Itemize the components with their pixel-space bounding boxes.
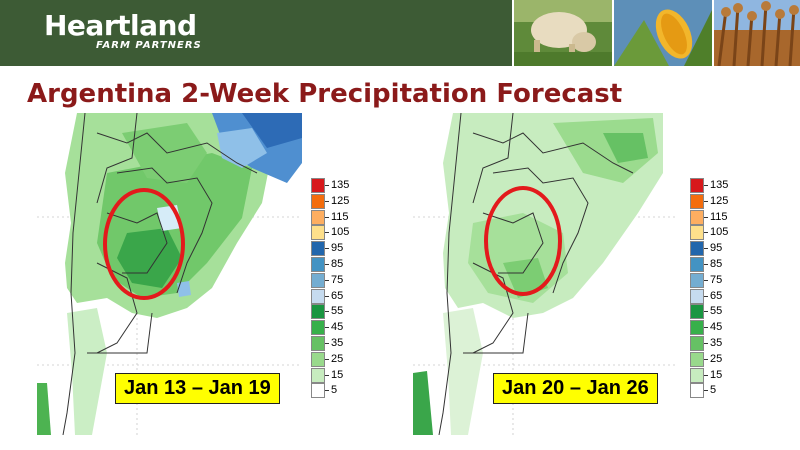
legend-swatch [690,178,704,193]
legend-label: 75 [331,273,344,286]
legend-tick [704,248,708,250]
legend-tick [704,185,708,186]
legend-swatch [311,288,325,304]
legend-tick [704,295,708,297]
legend-swatch [690,193,704,209]
legend-tick [704,232,708,234]
legend-tick [325,358,329,360]
legend-swatch [311,209,325,225]
precip-legend-week-2: 135 125 115 105 95 85 75 65 55 45 35 25 15 5 [690,178,742,428]
legend-swatch [690,367,704,383]
legend-tick [325,311,329,313]
corn-photo [612,0,712,66]
legend-tick [325,279,329,281]
legend-tick [704,327,708,329]
legend-label: 15 [710,368,723,381]
legend-label: 85 [331,258,344,270]
legend-swatch [690,272,704,288]
legend-tick [704,311,708,313]
precip-legend-week-1: 135 125 115 105 95 85 75 65 55 45 35 25 15 5 [311,178,363,428]
legend-tick [704,390,708,392]
brand-logo: Heartland [44,9,197,42]
legend-swatch [311,225,325,241]
legend-tick [325,200,329,202]
legend-tick [325,216,329,218]
legend-label: 55 [331,305,344,318]
legend-label: 45 [331,321,344,334]
legend-swatch [311,320,325,336]
legend-label: 135 [331,179,350,191]
date-range-week-1: Jan 13 – Jan 19 [115,373,280,404]
legend-label: 115 [331,210,349,223]
legend-swatch [311,351,325,367]
wheat-photo [712,0,800,66]
legend-tick [704,343,708,344]
legend-label: 95 [710,242,723,255]
legend-swatch [311,336,325,351]
legend-tick [704,200,708,202]
legend-swatch [690,336,704,351]
cow-photo [512,0,612,66]
legend-label: 65 [710,289,723,302]
legend-swatch [311,193,325,209]
legend-label: 85 [710,258,723,270]
legend-label: 35 [710,337,723,349]
legend-swatch [690,288,704,304]
legend-tick [704,374,708,376]
legend-label: 135 [710,179,729,191]
legend-label: 5 [331,384,338,397]
legend-swatch [311,178,325,193]
legend-swatch [690,351,704,367]
page-title: Argentina 2-Week Precipitation Forecast [27,79,623,109]
legend-label: 125 [710,194,729,207]
legend-tick [704,264,708,265]
legend-tick [704,279,708,281]
legend-swatch [311,257,325,272]
legend-swatch [690,241,704,257]
legend-tick [325,390,329,392]
legend-swatch [690,383,704,399]
legend-tick [325,248,329,250]
legend-swatch [690,320,704,336]
legend-label: 35 [331,337,344,349]
legend-swatch [311,304,325,320]
legend-label: 105 [331,226,350,239]
legend-swatch [311,272,325,288]
legend-label: 65 [331,289,344,302]
legend-tick [325,374,329,376]
legend-tick [325,343,329,344]
legend-label: 95 [331,242,344,255]
legend-label: 5 [710,384,717,397]
legend-swatch [311,241,325,257]
brand-tagline: FARM PARTNERS [96,40,202,51]
legend-swatch [311,383,325,399]
legend-label: 25 [710,352,723,365]
header-banner: Heartland FARM PARTNERS [0,0,800,66]
legend-tick [704,216,708,218]
legend-tick [325,327,329,329]
legend-swatch [311,367,325,383]
legend-swatch [690,304,704,320]
legend-swatch [690,257,704,272]
legend-label: 115 [710,210,728,223]
date-range-week-2: Jan 20 – Jan 26 [493,373,658,404]
legend-swatch [690,209,704,225]
legend-tick [325,185,329,186]
legend-tick [325,264,329,265]
legend-label: 105 [710,226,729,239]
legend-label: 125 [331,194,350,207]
legend-tick [325,232,329,234]
legend-label: 15 [331,368,344,381]
legend-swatch [690,225,704,241]
legend-label: 45 [710,321,723,334]
legend-tick [704,358,708,360]
legend-label: 75 [710,273,723,286]
legend-tick [325,295,329,297]
legend-label: 55 [710,305,723,318]
legend-label: 25 [331,352,344,365]
